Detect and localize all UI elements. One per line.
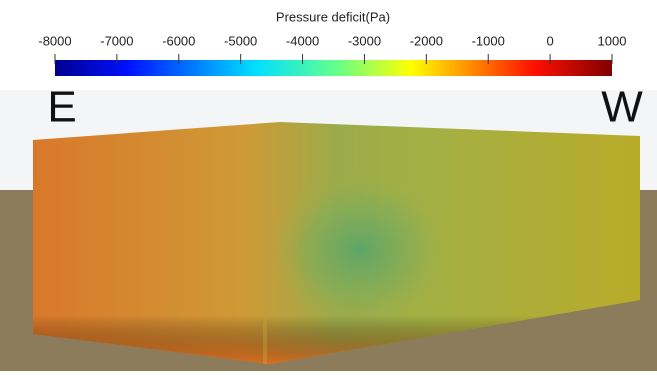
tick-label: -4000 <box>286 33 319 48</box>
tick-label: 0 <box>546 33 553 48</box>
tick-label: -8000 <box>38 33 71 48</box>
tick-label: -6000 <box>162 33 195 48</box>
tick-label: -7000 <box>100 33 133 48</box>
tick-label: -1000 <box>472 33 505 48</box>
direction-label: E <box>47 83 76 132</box>
tick-label: -2000 <box>410 33 443 48</box>
tick-label: -5000 <box>224 33 257 48</box>
tick-label: 1000 <box>598 33 627 48</box>
tick-label: -3000 <box>348 33 381 48</box>
direction-label: W <box>601 83 643 132</box>
visualization: Pressure deficit(Pa) -8000 -7000 -6000 -500… <box>0 0 657 371</box>
colorbar-title: Pressure deficit(Pa) <box>276 9 390 24</box>
colorbar-gradient <box>55 60 612 76</box>
